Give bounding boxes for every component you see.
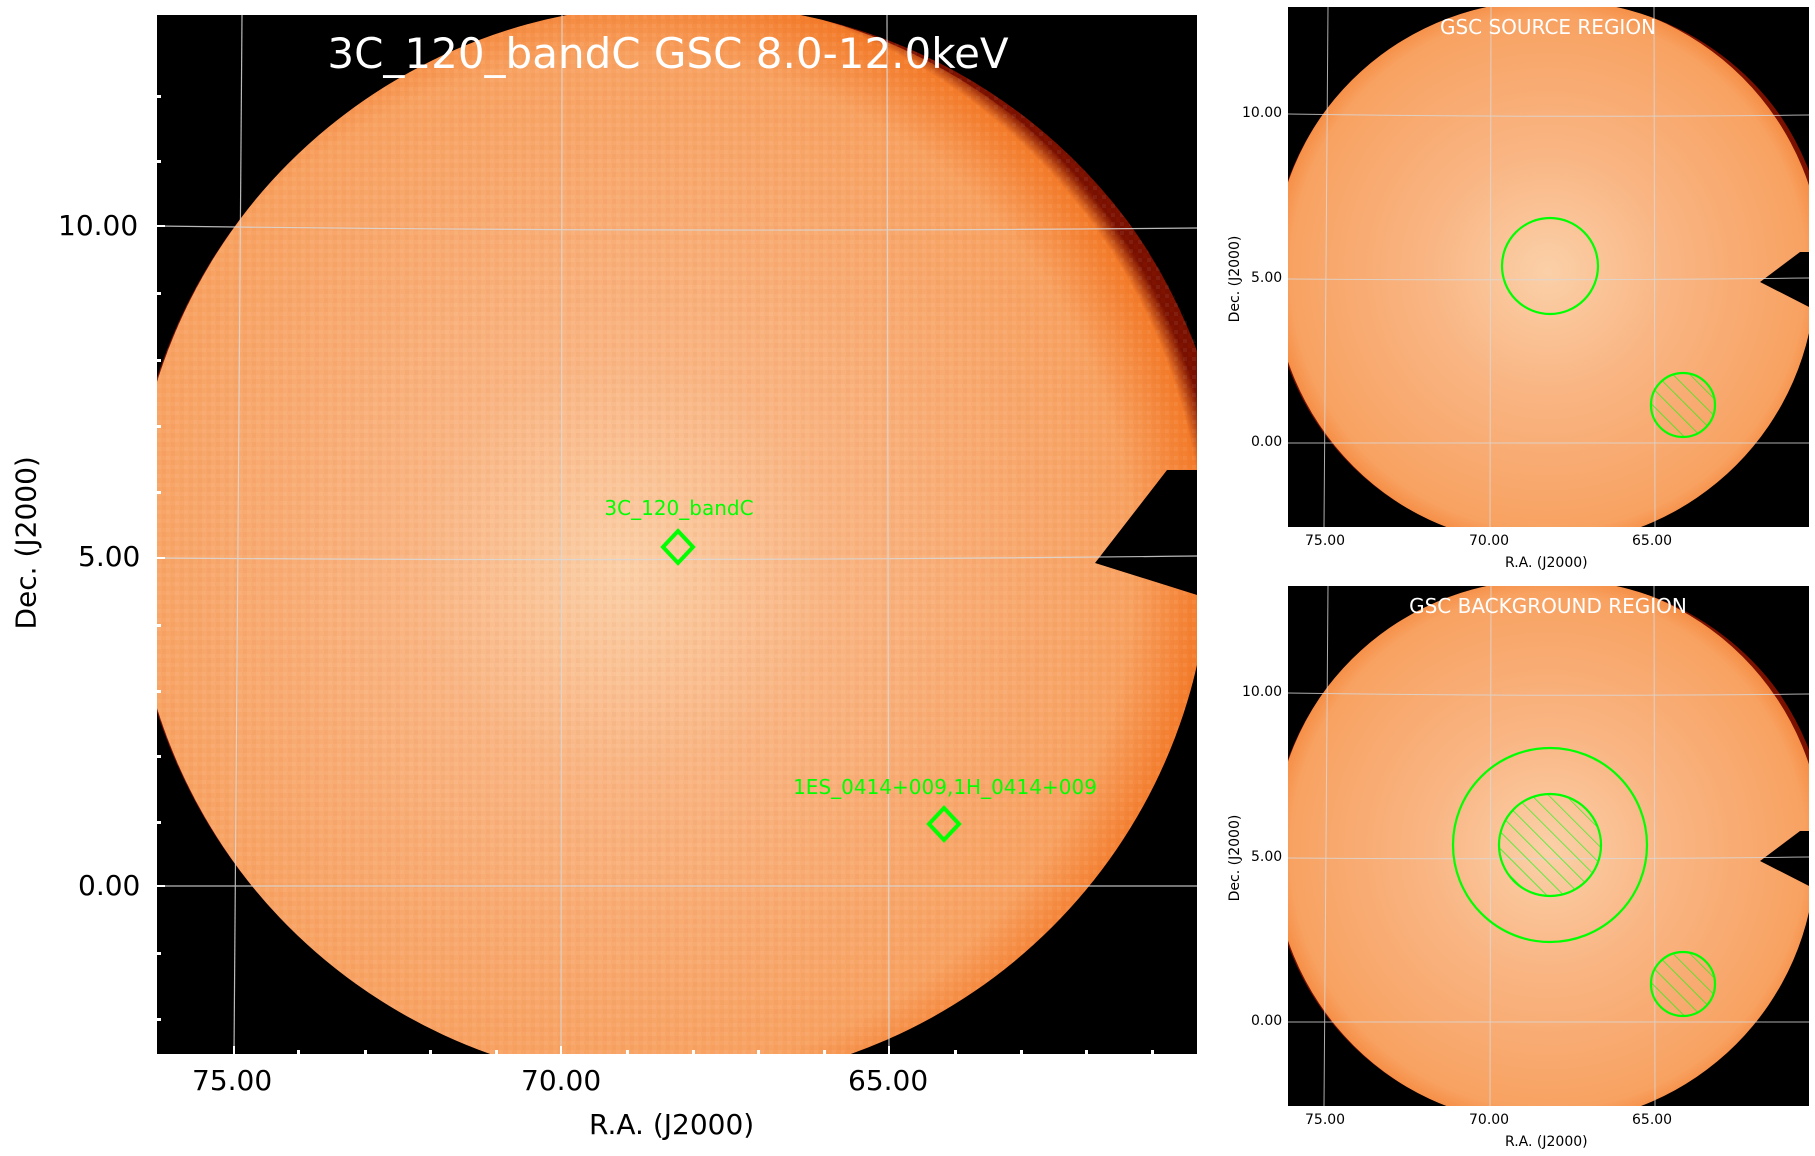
background-ytick-0: 0.00 — [1251, 1013, 1283, 1029]
background-xtick-70: 70.00 — [1469, 1112, 1510, 1128]
main-ytick-5: 5.00 — [78, 540, 141, 573]
source-region-canvas — [1288, 7, 1809, 527]
source-xlabel: R.A. (J2000) — [1505, 555, 1588, 571]
main-field-of-view — [157, 15, 1197, 1054]
source-xtick-75: 75.00 — [1305, 533, 1346, 549]
main-xlabel: R.A. (J2000) — [589, 1108, 755, 1141]
background-ytick-5: 5.00 — [1251, 849, 1283, 865]
main-image-panel: 3C_120_bandC GSC 8.0-12.0keV 3C_120_band… — [157, 15, 1197, 1054]
source-ylabel: Dec. (J2000) — [1227, 235, 1243, 323]
source-excluded-region — [1649, 371, 1717, 439]
source-xtick-65: 65.00 — [1632, 533, 1673, 549]
source-panel-title: GSC SOURCE REGION — [1439, 15, 1657, 39]
background-panel-title: GSC BACKGROUND REGION — [1409, 594, 1687, 618]
background-region-panel: GSC BACKGROUND REGION — [1288, 586, 1809, 1106]
main-title: 3C_120_bandC GSC 8.0-12.0keV — [327, 29, 1009, 78]
source-markers — [660, 528, 962, 843]
main-coordinate-grid — [157, 15, 1197, 1054]
source-region-panel: GSC SOURCE REGION — [1288, 7, 1809, 527]
source-ytick-5: 5.00 — [1251, 270, 1283, 286]
main-ytick-0: 0.00 — [78, 869, 141, 902]
main-ytick-10: 10.00 — [58, 209, 139, 242]
main-xtick-75: 75.00 — [192, 1064, 273, 1097]
background-region-canvas — [1288, 586, 1809, 1106]
source-diamond-3c120 — [660, 528, 696, 566]
source-label-3c120: 3C_120_bandC — [604, 496, 754, 520]
source-ytick-0: 0.00 — [1251, 434, 1283, 450]
source-label-1es0414: 1ES_0414+009,1H_0414+009 — [793, 775, 1097, 799]
source-xtick-70: 70.00 — [1469, 533, 1510, 549]
source-coordinate-grid — [1288, 7, 1809, 527]
main-ylabel: Dec. (J2000) — [9, 456, 43, 630]
source-diamond-1es0414 — [926, 805, 962, 843]
main-image-canvas — [157, 15, 1197, 1054]
background-excluded-source — [1497, 792, 1603, 898]
source-field-of-view — [1288, 7, 1809, 527]
background-excluded-region — [1649, 950, 1717, 1018]
background-xlabel: R.A. (J2000) — [1505, 1134, 1588, 1150]
source-region-circle — [1500, 216, 1600, 316]
main-minor-ticks — [157, 95, 1154, 1054]
background-ytick-10: 10.00 — [1242, 684, 1283, 700]
background-ylabel: Dec. (J2000) — [1227, 814, 1243, 902]
background-xtick-65: 65.00 — [1632, 1112, 1673, 1128]
background-outer-circle — [1451, 746, 1649, 944]
main-ticks — [157, 225, 890, 1054]
background-xtick-75: 75.00 — [1305, 1112, 1346, 1128]
main-xtick-70: 70.00 — [521, 1064, 602, 1097]
source-ytick-10: 10.00 — [1242, 105, 1283, 121]
main-xtick-65: 65.00 — [848, 1064, 929, 1097]
